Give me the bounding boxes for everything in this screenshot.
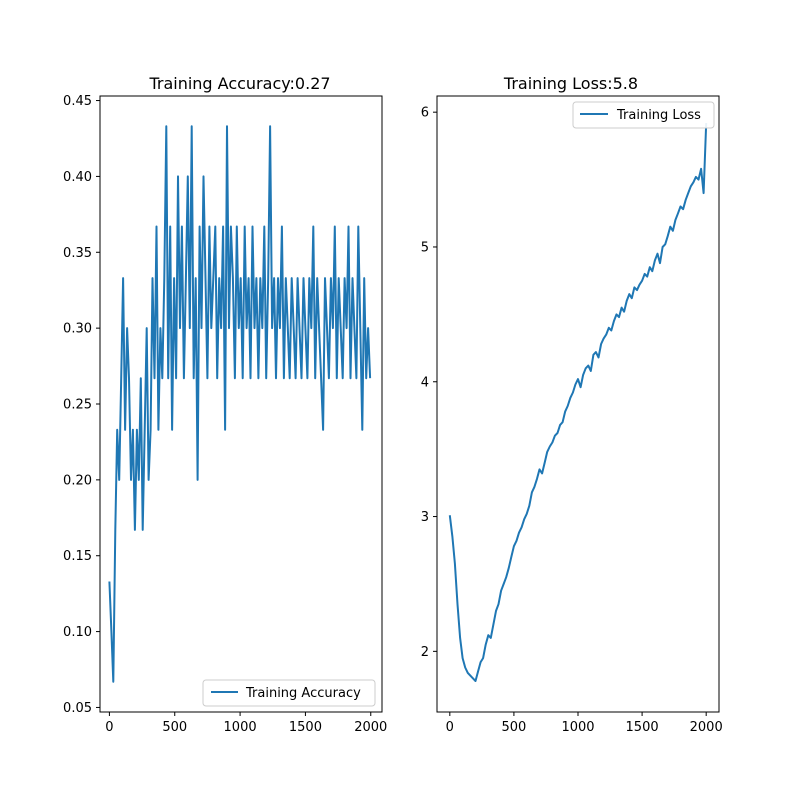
loss-chart-legend: Training Loss — [572, 101, 715, 129]
loss-xtick-label: 1500 — [626, 720, 659, 735]
accuracy-chart-ticks: 0 500 1000 1500 2000 0.05 0.10 0.15 0.20 0.25 0.30… — [63, 94, 387, 735]
accuracy-chart-title: Training Accuracy:0.27 — [148, 74, 330, 93]
accuracy-ytick-label: 0.25 — [63, 398, 92, 413]
accuracy-chart-series — [108, 125, 372, 683]
loss-legend-box — [572, 101, 715, 129]
accuracy-ytick-label: 0.35 — [63, 246, 92, 261]
accuracy-xtick-label: 2000 — [354, 720, 387, 735]
accuracy-legend-box — [202, 679, 376, 707]
loss-chart-ticks: 0 500 1000 1500 2000 2 3 4 5 6 — [421, 106, 723, 735]
loss-xtick-label: 500 — [501, 720, 526, 735]
accuracy-xtick-label: 1000 — [224, 720, 257, 735]
accuracy-xtick-label: 0 — [105, 720, 113, 735]
accuracy-ytick-label: 0.05 — [63, 701, 92, 716]
accuracy-series-line — [108, 125, 372, 683]
loss-chart-title: Training Loss:5.8 — [503, 74, 638, 93]
loss-ytick-label: 5 — [421, 240, 429, 255]
accuracy-chart: Training Accuracy:0.27 0 500 1000 1500 20000… — [63, 74, 387, 735]
loss-xtick-label: 0 — [446, 720, 454, 735]
loss-series-line — [448, 122, 708, 682]
accuracy-legend-label: Training Accuracy — [245, 686, 361, 701]
loss-chart-series — [448, 122, 708, 682]
accuracy-chart-frame — [99, 95, 383, 713]
loss-chart: Training Loss:5.8 0 500 1000 1500 200023456 … — [421, 74, 723, 735]
loss-chart-frame — [436, 95, 720, 713]
accuracy-ytick-label: 0.30 — [63, 322, 92, 337]
loss-ytick-label: 4 — [421, 375, 429, 390]
accuracy-xtick-label: 500 — [162, 720, 187, 735]
loss-ytick-label: 6 — [421, 106, 429, 121]
loss-xtick-label: 1000 — [561, 720, 594, 735]
accuracy-chart-legend: Training Accuracy — [202, 679, 376, 707]
accuracy-ytick-label: 0.20 — [63, 473, 92, 488]
accuracy-ytick-label: 0.15 — [63, 549, 92, 564]
loss-xtick-label: 2000 — [690, 720, 723, 735]
accuracy-ytick-label: 0.10 — [63, 625, 92, 640]
accuracy-xtick-label: 1500 — [289, 720, 322, 735]
accuracy-ytick-label: 0.45 — [63, 94, 92, 109]
loss-ytick-label: 3 — [421, 510, 429, 525]
accuracy-ytick-label: 0.40 — [63, 170, 92, 185]
loss-legend-label: Training Loss — [616, 108, 701, 123]
loss-ytick-label: 2 — [421, 645, 429, 660]
